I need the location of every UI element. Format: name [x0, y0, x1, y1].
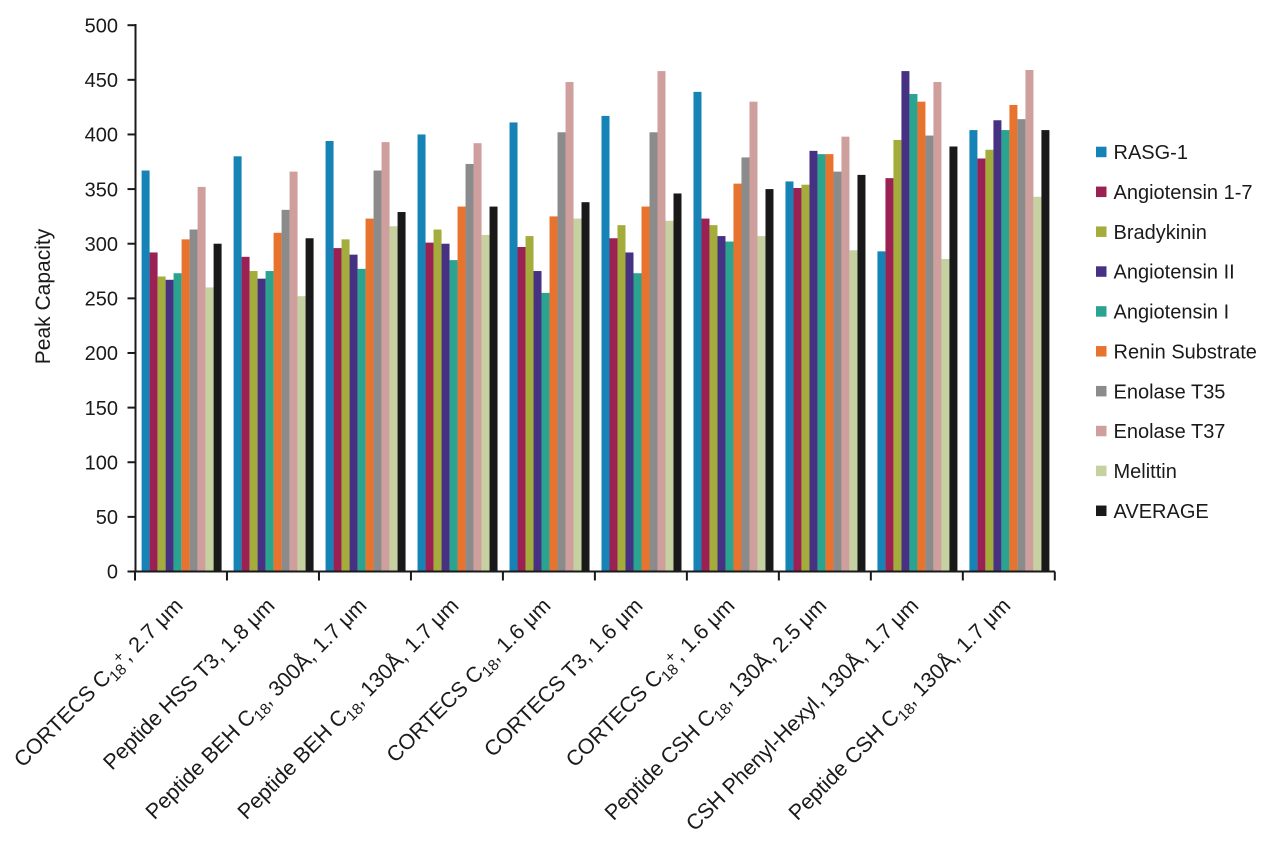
svg-text:Angiotensin 1-7: Angiotensin 1-7	[1114, 182, 1253, 204]
svg-text:500: 500	[85, 15, 118, 37]
svg-text:450: 450	[85, 70, 118, 92]
svg-text:100: 100	[85, 452, 118, 474]
svg-text:400: 400	[85, 125, 118, 147]
svg-text:Peak Capacity: Peak Capacity	[32, 228, 55, 364]
svg-text:Enolase T35: Enolase T35	[1114, 381, 1226, 403]
svg-text:0: 0	[107, 562, 118, 584]
svg-text:RASG-1: RASG-1	[1114, 142, 1188, 164]
svg-text:Renin Substrate: Renin Substrate	[1114, 341, 1257, 363]
svg-text:Melittin: Melittin	[1114, 461, 1177, 483]
svg-text:250: 250	[85, 289, 118, 311]
svg-text:200: 200	[85, 343, 118, 365]
svg-text:150: 150	[85, 398, 118, 420]
svg-text:50: 50	[96, 507, 118, 529]
svg-text:Enolase T37: Enolase T37	[1114, 421, 1226, 443]
svg-text:300: 300	[85, 234, 118, 256]
svg-text:Angiotensin II: Angiotensin II	[1114, 262, 1235, 284]
svg-text:350: 350	[85, 179, 118, 201]
svg-text:Bradykinin: Bradykinin	[1114, 222, 1207, 244]
svg-text:Angiotensin I: Angiotensin I	[1114, 302, 1230, 324]
svg-text:AVERAGE: AVERAGE	[1114, 501, 1209, 523]
